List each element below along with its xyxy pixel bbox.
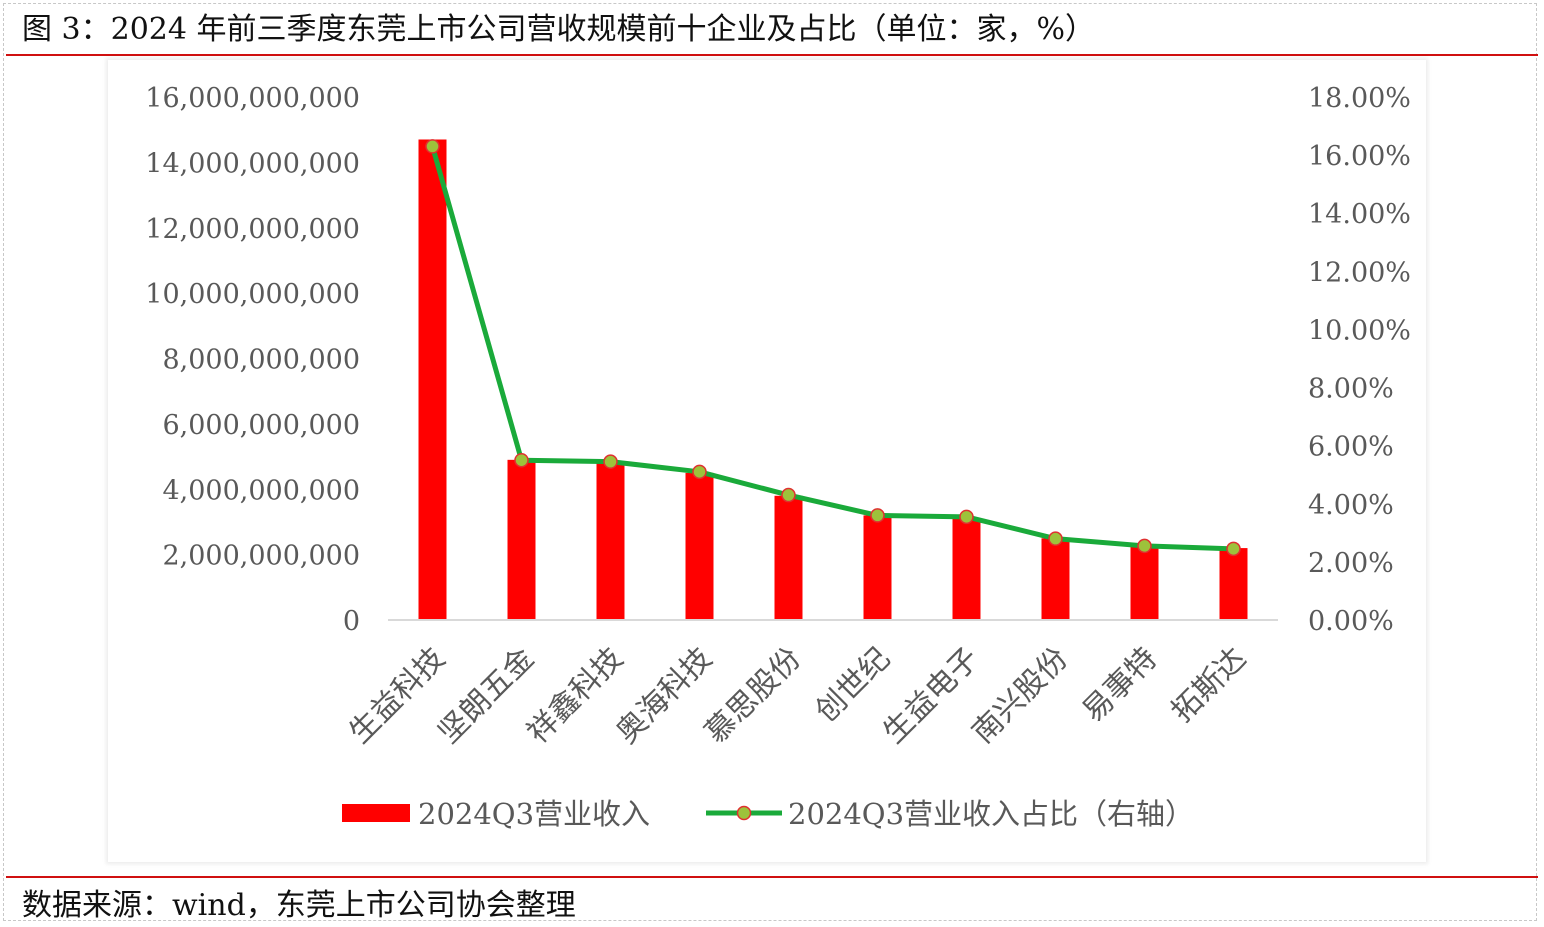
left-tick-label: 16,000,000,000: [145, 83, 360, 114]
legend-line-label: 2024Q3营业收入占比（右轴）: [788, 797, 1194, 831]
right-tick-label: 8.00%: [1308, 374, 1394, 405]
bar: [418, 139, 447, 620]
right-tick-label: 16.00%: [1308, 141, 1411, 172]
right-tick-label: 4.00%: [1308, 490, 1394, 521]
bar: [952, 518, 981, 620]
left-tick-label: 6,000,000,000: [162, 410, 360, 441]
left-tick-label: 10,000,000,000: [145, 279, 360, 310]
category-label: 生益电子: [877, 641, 987, 751]
share-point: [1048, 531, 1063, 546]
share-point: [959, 509, 974, 525]
left-tick-label: 12,000,000,000: [145, 214, 360, 245]
legend: 2024Q3营业收入 2024Q3营业收入占比（右轴）: [342, 797, 1194, 831]
bar-series: [418, 139, 1248, 620]
right-tick-label: 6.00%: [1308, 432, 1394, 463]
right-tick-label: 0.00%: [1308, 606, 1394, 637]
share-point: [1226, 541, 1241, 557]
title-rule: [6, 54, 1538, 56]
share-point: [781, 487, 796, 503]
left-tick-label: 0: [343, 606, 360, 637]
left-tick-label: 2,000,000,000: [162, 541, 360, 572]
share-point: [870, 508, 885, 523]
category-label: 拓斯达: [1165, 641, 1253, 729]
category-label: 祥鑫科技: [521, 641, 631, 751]
category-label: 生益科技: [343, 641, 453, 751]
bar: [685, 472, 714, 620]
legend-bar-swatch: [342, 804, 410, 822]
share-point: [692, 464, 707, 480]
category-label: 慕思股份: [699, 641, 809, 751]
source-note: 数据来源：wind，东莞上市公司协会整理: [22, 888, 576, 923]
bar: [1219, 548, 1248, 620]
category-label: 易事特: [1076, 641, 1164, 729]
category-label: 南兴股份: [966, 641, 1076, 751]
left-tick-label: 14,000,000,000: [145, 148, 360, 179]
share-point: [425, 139, 440, 154]
category-label: 坚朗五金: [432, 641, 542, 751]
bar: [596, 461, 625, 620]
source-rule: [6, 876, 1538, 878]
page-frame: [3, 3, 1537, 921]
bar: [507, 459, 536, 620]
figure-title: 图 3：2024 年前三季度东莞上市公司营收规模前十企业及占比（单位：家，%）: [22, 12, 1096, 47]
right-tick-label: 10.00%: [1308, 315, 1411, 346]
legend-line-marker: [736, 805, 752, 821]
bar: [863, 515, 892, 620]
right-tick-label: 12.00%: [1308, 257, 1411, 288]
right-tick-label: 14.00%: [1308, 199, 1411, 230]
bar: [1041, 538, 1070, 620]
bar: [1130, 544, 1159, 620]
bar: [774, 495, 803, 620]
left-tick-label: 8,000,000,000: [162, 345, 360, 376]
right-tick-label: 18.00%: [1308, 83, 1411, 114]
left-tick-label: 4,000,000,000: [162, 475, 360, 506]
share-point: [514, 452, 529, 468]
chart-panel: 0 2,000,000,000 4,000,000,000 6,000,000,000…: [108, 60, 1426, 862]
right-tick-label: 2.00%: [1308, 548, 1394, 579]
left-axis: 0 2,000,000,000 4,000,000,000 6,000,000,000…: [145, 83, 360, 637]
chart-svg: 0 2,000,000,000 4,000,000,000 6,000,000,000…: [145, 83, 1411, 831]
share-point: [1137, 538, 1152, 554]
share-point: [603, 454, 618, 469]
line-series: [425, 139, 1241, 557]
share-line: [430, 145, 1234, 552]
category-label: 奥海科技: [610, 641, 720, 751]
right-axis: 0.00% 2.00% 4.00% 6.00% 8.00% 10.00% 12.00% 14.…: [1308, 83, 1411, 637]
category-label: 创世纪: [809, 641, 897, 729]
legend-bar-label: 2024Q3营业收入: [418, 797, 650, 831]
